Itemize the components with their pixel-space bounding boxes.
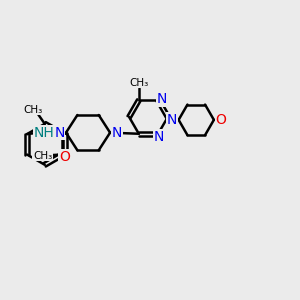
Text: CH₃: CH₃	[33, 151, 52, 161]
Text: N: N	[154, 130, 164, 144]
Text: O: O	[59, 149, 70, 164]
Text: O: O	[215, 113, 226, 127]
Text: N: N	[112, 126, 122, 140]
Text: N: N	[167, 113, 177, 127]
Text: NH: NH	[34, 126, 55, 140]
Text: N: N	[54, 126, 64, 140]
Text: CH₃: CH₃	[129, 78, 148, 88]
Text: N: N	[156, 92, 167, 106]
Text: CH₃: CH₃	[24, 105, 43, 115]
